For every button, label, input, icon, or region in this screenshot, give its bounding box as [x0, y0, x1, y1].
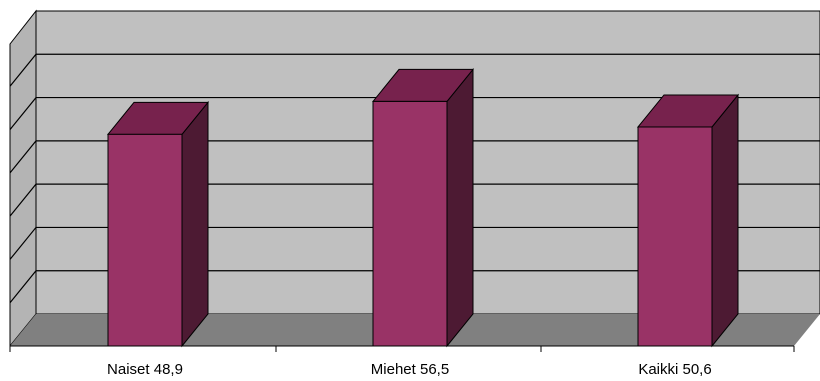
bar-front — [107, 133, 183, 347]
gridline — [9, 53, 820, 87]
side-wall — [9, 9, 37, 348]
bars — [106, 68, 740, 348]
bar-side — [711, 93, 739, 348]
bar-side — [446, 68, 474, 348]
gridline — [9, 96, 820, 130]
gridline — [9, 226, 820, 260]
category-label-naiset: Naiset 48,9 — [107, 361, 183, 378]
bar-front — [637, 126, 713, 347]
bar-side — [181, 100, 209, 348]
gridline — [9, 183, 820, 217]
gridline — [9, 140, 820, 174]
bar — [636, 93, 740, 348]
category-label-kaikki: Kaikki 50,6 — [638, 361, 711, 378]
category-label-miehet: Miehet 56,5 — [371, 361, 449, 378]
gridline — [9, 270, 820, 304]
gridlines — [9, 53, 820, 304]
bar-front — [372, 100, 448, 347]
x-axis-ticks — [9, 346, 795, 352]
bar — [371, 68, 475, 348]
bar — [106, 100, 210, 348]
